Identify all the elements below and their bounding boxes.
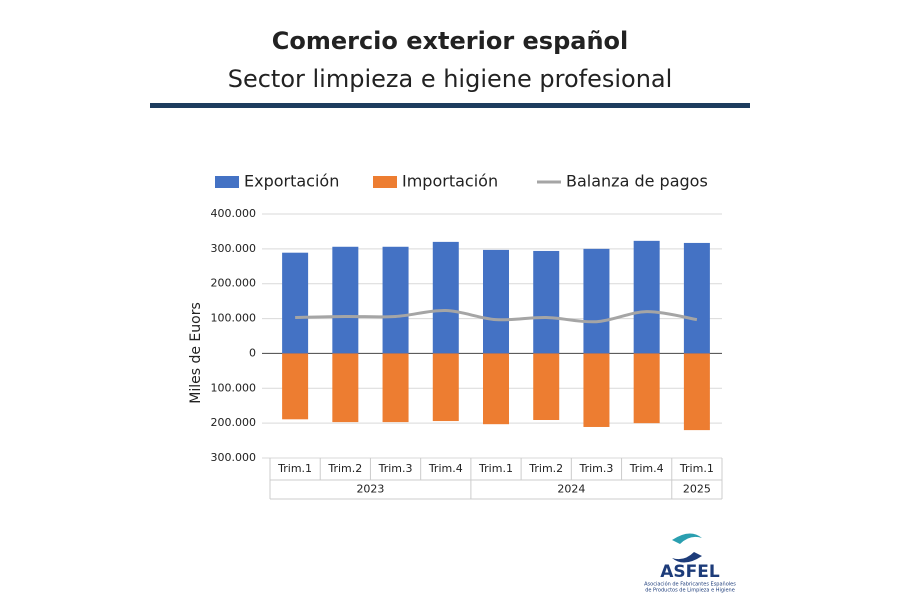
group-label: 2024 (557, 483, 585, 496)
y-axis-label: Miles de Euors (188, 302, 204, 404)
x-tick-label: Trim.2 (327, 462, 362, 475)
group-label: 2023 (356, 483, 384, 496)
bar (583, 353, 610, 427)
x-tick-label: Trim.1 (679, 462, 714, 475)
legend-label: Balanza de pagos (566, 172, 708, 191)
bar (483, 249, 509, 354)
x-tick-label: Trim.1 (277, 462, 312, 475)
bar (633, 240, 660, 354)
y-tick-label: 100.000 (211, 312, 257, 325)
logo-name: ASFEL (660, 562, 720, 582)
logo: ASFEL Asociación de Fabricantes Españole… (644, 533, 736, 594)
bar (483, 353, 509, 425)
y-tick-label: 100.000 (211, 381, 257, 394)
legend-label: Importación (402, 172, 498, 191)
logo-icon (672, 552, 702, 563)
group-label: 2025 (683, 483, 711, 496)
bar (683, 242, 710, 354)
x-tick-label: Trim.3 (578, 462, 613, 475)
bar (633, 353, 660, 424)
logo-tagline: Asociación de Fabricantes Españoles (644, 581, 736, 588)
bar (332, 246, 359, 354)
x-tick-label: Trim.4 (428, 462, 463, 475)
bar (533, 353, 560, 421)
bar (432, 353, 459, 422)
y-tick-label: 300.000 (211, 451, 257, 464)
bar (683, 353, 710, 431)
y-tick-label: 0 (249, 346, 256, 359)
bar (533, 250, 560, 354)
legend-swatch (215, 176, 239, 188)
y-tick-label: 200.000 (211, 416, 257, 429)
logo-tagline: de Productos de Limpieza e Higiene (645, 588, 735, 594)
x-tick-label: Trim.1 (478, 462, 513, 475)
legend-label: Exportación (244, 172, 339, 191)
logo-icon (672, 533, 702, 544)
bar (432, 241, 459, 354)
bar (282, 252, 309, 354)
y-tick-label: 200.000 (211, 277, 257, 290)
y-tick-label: 400.000 (211, 207, 257, 220)
legend-swatch (373, 176, 397, 188)
bar (382, 246, 409, 354)
header-rule (150, 103, 750, 108)
title: Comercio exterior español (272, 27, 629, 55)
bar (382, 353, 409, 423)
bar (583, 248, 610, 354)
bar (282, 353, 309, 420)
y-tick-label: 300.000 (211, 242, 257, 255)
x-tick-label: Trim.3 (378, 462, 413, 475)
line (295, 309, 698, 324)
x-tick-label: Trim.2 (528, 462, 563, 475)
subtitle: Sector limpieza e higiene profesional (228, 65, 673, 93)
x-tick-label: Trim.4 (629, 462, 664, 475)
bar (332, 353, 359, 423)
